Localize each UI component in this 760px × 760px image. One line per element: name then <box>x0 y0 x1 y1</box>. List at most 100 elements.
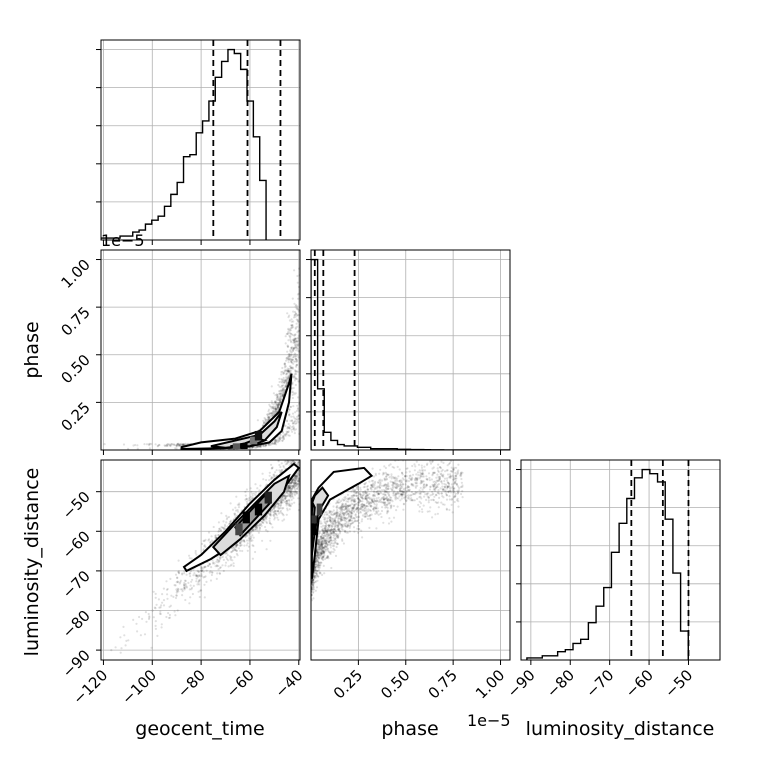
sample-point <box>233 512 236 515</box>
sample-point <box>265 520 268 523</box>
sample-point <box>342 542 345 545</box>
sample-point <box>267 416 270 419</box>
sample-point <box>245 488 248 491</box>
sample-point <box>157 598 160 601</box>
sample-point <box>136 447 139 450</box>
sample-point <box>297 497 300 500</box>
sample-point <box>245 497 248 500</box>
sample-point <box>375 499 379 502</box>
sample-point <box>269 405 272 408</box>
sample-point <box>251 529 254 532</box>
sample-point <box>369 487 372 490</box>
sample-point <box>333 534 336 537</box>
sample-point <box>412 484 415 487</box>
sample-point <box>273 473 276 476</box>
sample-point <box>269 443 272 447</box>
sample-point <box>181 594 184 597</box>
sample-point <box>270 476 273 479</box>
sample-point <box>296 482 299 485</box>
sample-point <box>295 478 298 481</box>
sample-point <box>285 378 288 381</box>
sample-point <box>119 636 122 639</box>
sample-point <box>218 527 221 530</box>
sample-point <box>280 395 283 398</box>
sample-point <box>275 401 278 404</box>
sample-point <box>276 506 280 509</box>
sample-point <box>329 529 332 533</box>
sample-point <box>192 574 195 577</box>
sample-point <box>358 507 361 510</box>
sample-point <box>249 499 252 502</box>
sample-point <box>335 536 338 539</box>
sample-point <box>280 452 282 454</box>
sample-point <box>390 487 393 490</box>
sample-point <box>297 320 300 323</box>
sample-point <box>264 444 267 447</box>
sample-point <box>294 477 297 480</box>
sample-point <box>289 481 292 484</box>
sample-point <box>245 539 249 542</box>
sample-point <box>138 615 141 619</box>
sample-point <box>207 531 211 534</box>
sample-point <box>238 502 241 505</box>
sample-point <box>458 487 461 490</box>
sample-point <box>287 486 290 489</box>
sample-point <box>350 511 353 515</box>
sample-point <box>200 569 203 572</box>
sample-point <box>233 546 236 549</box>
sample-point <box>284 379 287 382</box>
sample-point <box>290 481 293 484</box>
sample-point <box>231 559 234 562</box>
sample-point <box>393 482 396 485</box>
sample-point <box>263 416 266 420</box>
sample-point <box>244 494 247 497</box>
sample-point <box>295 339 298 343</box>
sample-point <box>302 277 304 279</box>
sample-point <box>287 370 290 373</box>
sample-point <box>287 316 290 319</box>
sample-point <box>329 516 332 519</box>
sample-point <box>182 583 186 586</box>
sample-point <box>285 373 288 376</box>
sample-point <box>269 513 272 516</box>
sample-point <box>295 418 299 421</box>
sample-point <box>281 394 284 397</box>
sample-point <box>291 479 294 482</box>
sample-point <box>388 517 391 520</box>
sample-point <box>288 483 291 486</box>
sample-point <box>211 562 215 565</box>
sample-point <box>366 517 369 521</box>
sample-point <box>262 419 265 422</box>
sample-point <box>434 486 438 489</box>
sample-point <box>183 572 186 575</box>
sample-point <box>279 470 282 473</box>
sample-point <box>290 361 294 364</box>
sample-point <box>296 483 299 486</box>
sample-point <box>255 525 258 528</box>
sample-point <box>155 603 158 606</box>
sample-point <box>409 494 412 497</box>
sample-point <box>208 563 211 566</box>
sample-point <box>176 576 179 579</box>
sample-point <box>288 414 291 417</box>
sample-point <box>326 517 329 520</box>
sample-point <box>294 345 297 348</box>
sample-point <box>291 485 294 488</box>
sample-point <box>422 480 425 483</box>
sample-point <box>356 506 359 509</box>
sample-point <box>165 580 168 583</box>
sample-point <box>287 370 290 373</box>
sample-point <box>261 472 264 475</box>
sample-point <box>203 565 206 568</box>
sample-point <box>288 367 291 371</box>
sample-point <box>279 389 282 392</box>
sample-point <box>302 300 304 302</box>
sample-point <box>276 409 279 412</box>
sample-point <box>275 439 278 443</box>
sample-point <box>291 426 294 429</box>
sample-point <box>284 496 287 499</box>
sample-point <box>289 355 292 358</box>
sample-point <box>297 297 300 300</box>
sample-point <box>325 522 328 525</box>
sample-point <box>295 409 298 413</box>
